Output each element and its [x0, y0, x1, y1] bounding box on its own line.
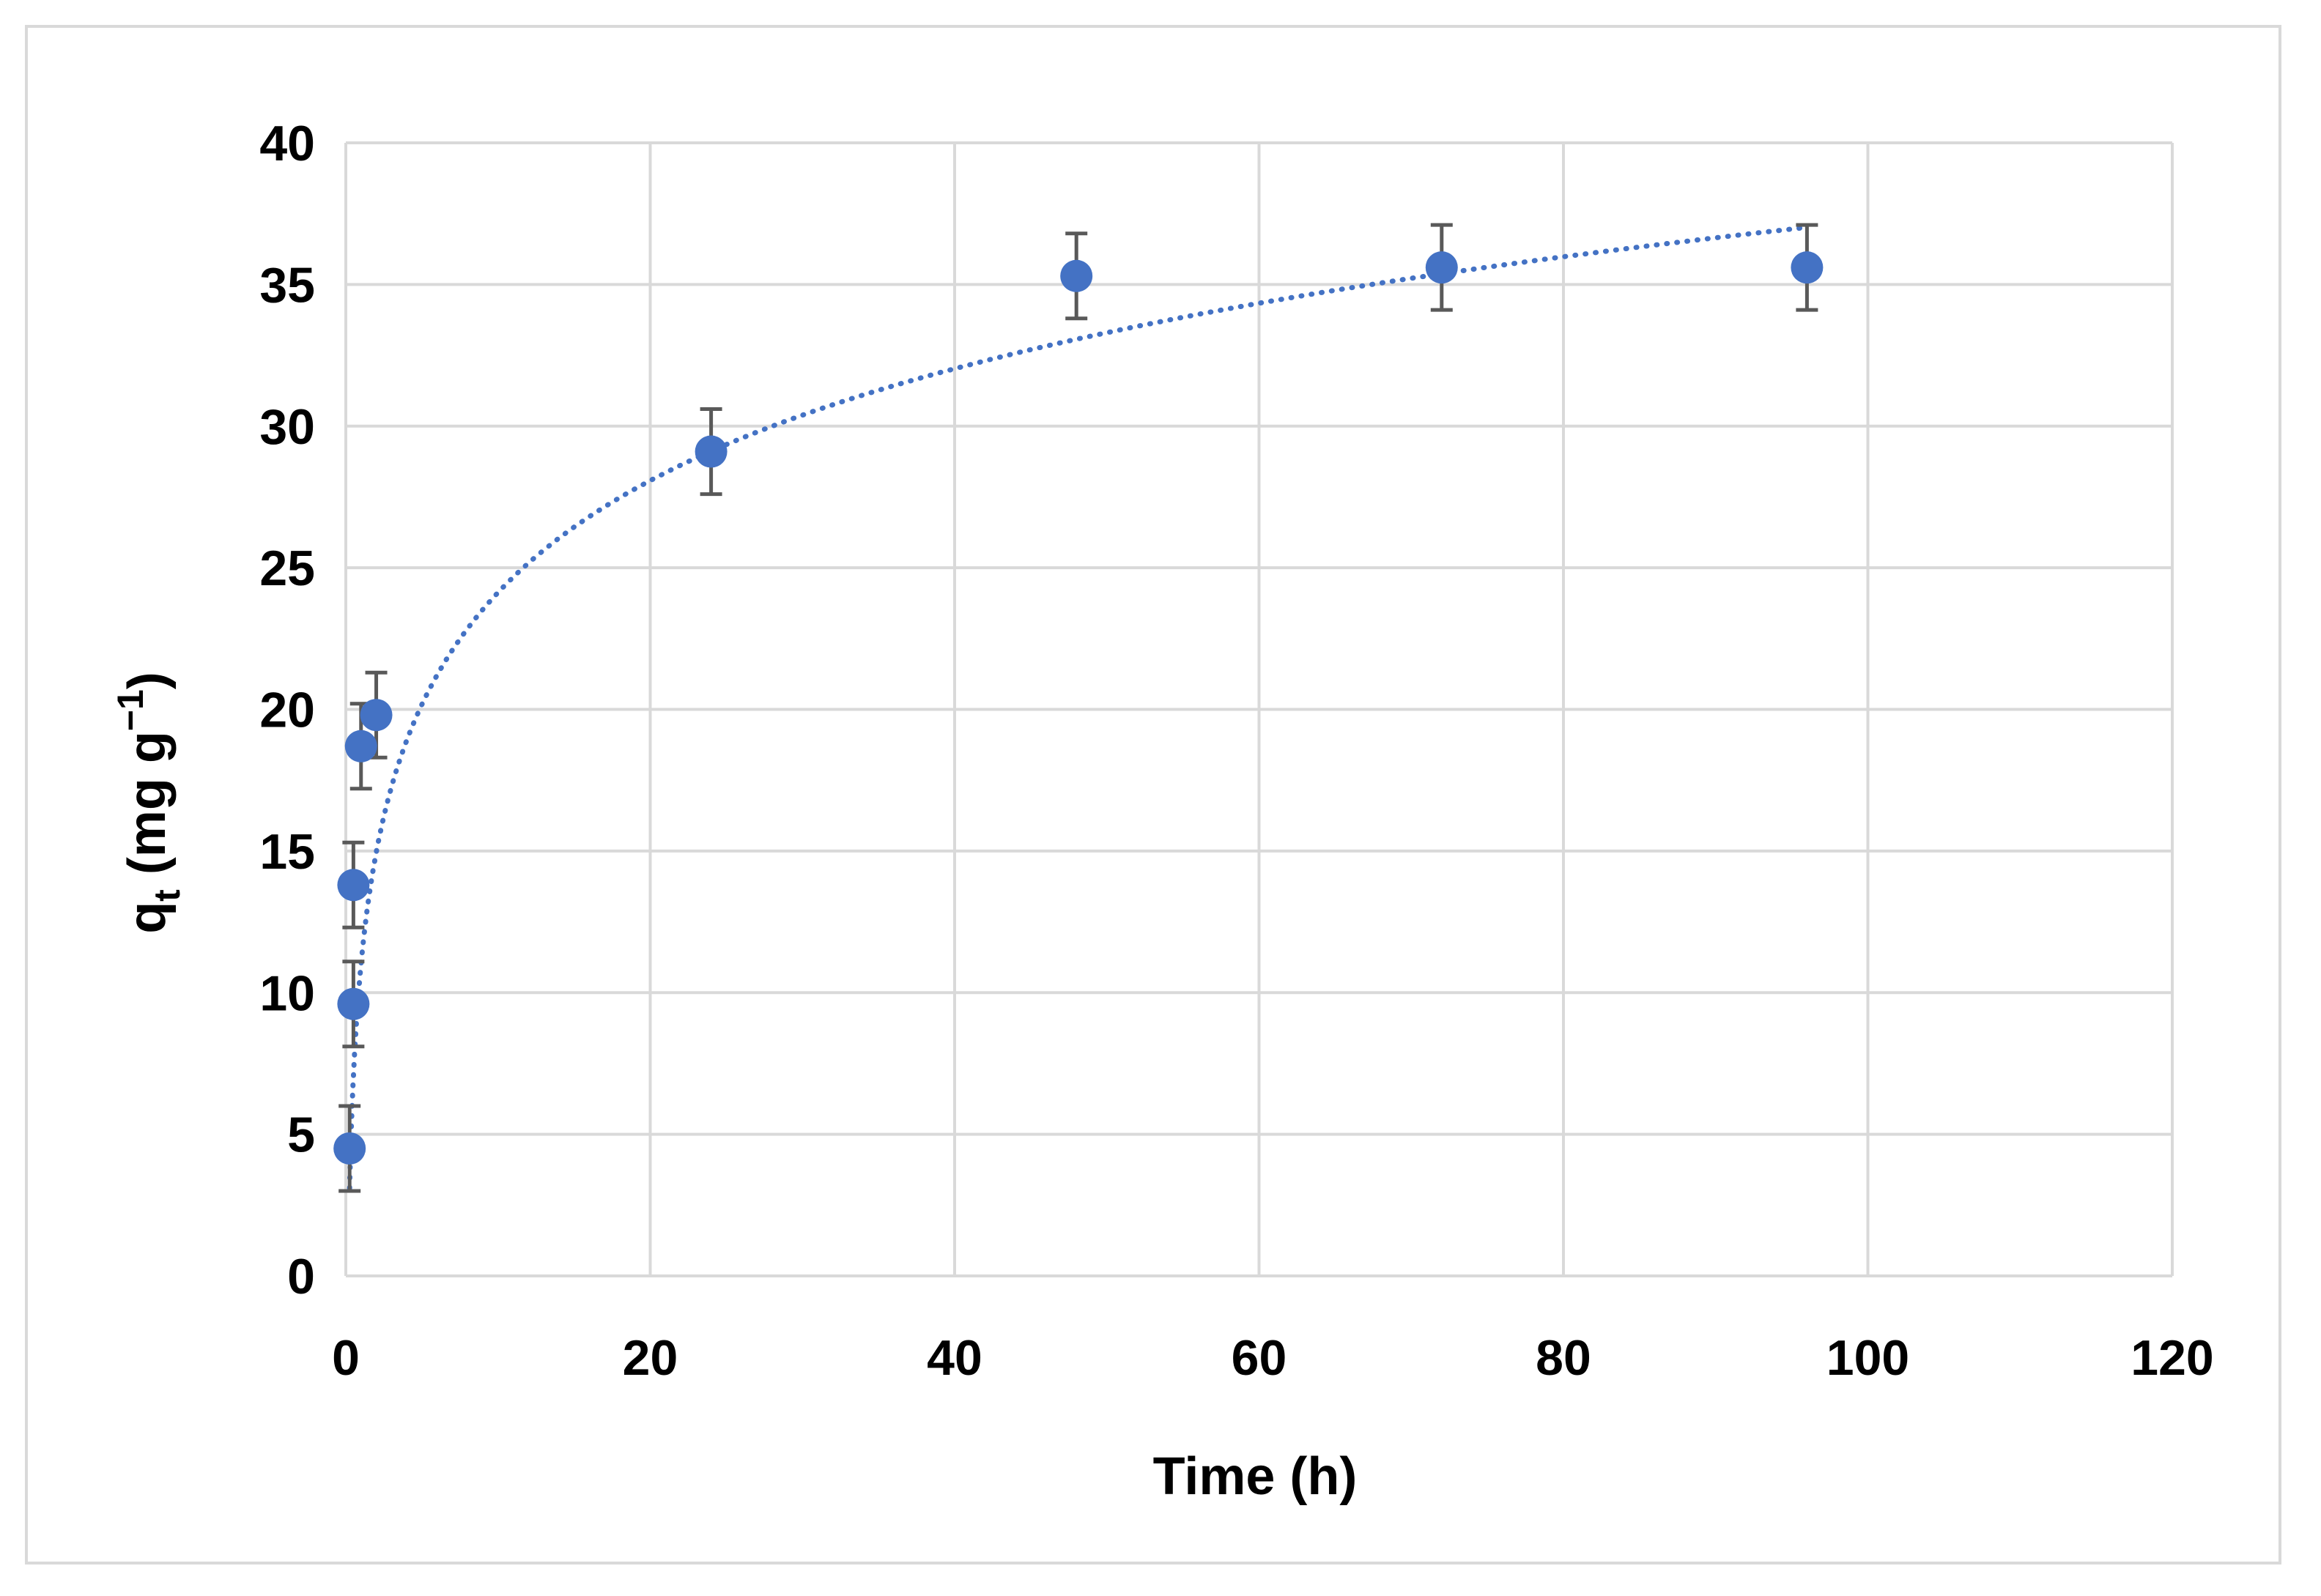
y-axis-title-base: q — [118, 902, 177, 934]
data-point — [1060, 259, 1093, 292]
y-tick-label: 10 — [259, 965, 315, 1021]
y-tick-label: 25 — [259, 541, 315, 596]
data-point — [1425, 251, 1458, 284]
data-point — [344, 730, 377, 762]
y-tick-labels: 0 5 10 15 20 25 30 35 40 — [259, 116, 315, 1304]
y-axis-title-subscript: t — [147, 889, 188, 902]
x-tick-label: 20 — [623, 1330, 678, 1386]
data-point — [337, 987, 370, 1020]
y-axis-title: qt (mg g−1) — [110, 672, 188, 934]
x-tick-labels: 0 20 40 60 80 100 120 — [332, 1330, 2214, 1386]
y-tick-label: 5 — [287, 1107, 315, 1163]
y-axis-title-close: ) — [118, 672, 177, 689]
data-points — [333, 251, 1824, 1165]
x-tick-label: 120 — [2131, 1330, 2213, 1386]
y-axis-title-unit: (mg g — [118, 731, 177, 889]
data-point — [360, 699, 393, 732]
y-tick-label: 0 — [287, 1249, 315, 1304]
y-tick-label: 35 — [259, 257, 315, 313]
data-point — [333, 1132, 366, 1165]
x-tick-label: 60 — [1232, 1330, 1287, 1386]
x-tick-label: 100 — [1826, 1330, 1909, 1386]
data-point — [695, 435, 728, 468]
y-tick-label: 15 — [259, 824, 315, 880]
trendline — [347, 224, 1810, 1191]
trendline-group — [347, 224, 1810, 1191]
y-tick-label: 30 — [259, 399, 315, 455]
y-tick-label: 40 — [259, 116, 315, 171]
grid — [344, 141, 2174, 1277]
chart-frame — [25, 25, 2281, 1565]
y-axis-title-superscript: −1 — [110, 689, 151, 731]
x-tick-label: 0 — [332, 1330, 360, 1386]
y-tick-label: 20 — [259, 683, 315, 738]
x-tick-label: 80 — [1536, 1330, 1591, 1386]
x-axis-title: Time (h) — [1153, 1447, 1358, 1506]
data-point — [337, 869, 370, 902]
x-tick-label: 40 — [927, 1330, 982, 1386]
data-point — [1791, 251, 1824, 284]
